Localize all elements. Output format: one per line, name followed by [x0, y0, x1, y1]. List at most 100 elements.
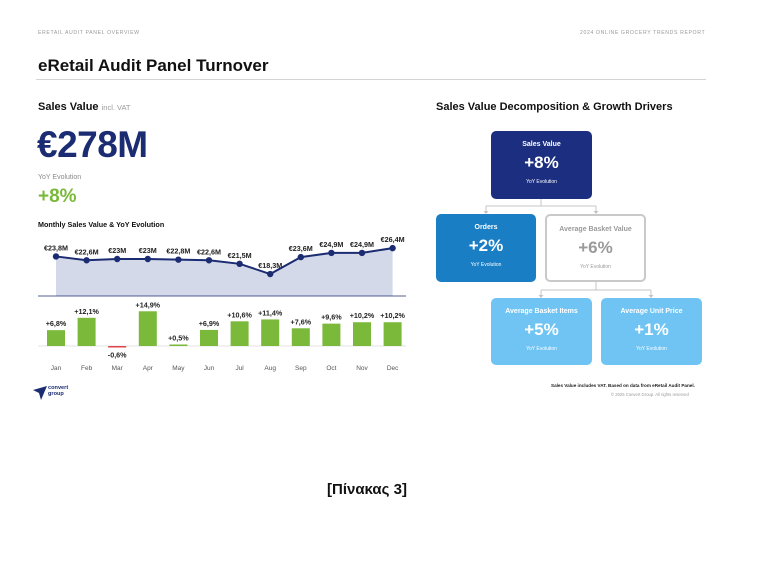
- orders-box-value: +2%: [468, 236, 504, 255]
- yoy-bar-aug: [261, 319, 280, 346]
- yoy-label-oct: +9,6%: [321, 313, 342, 322]
- basket-box-sub: YoY Evolution: [580, 264, 611, 270]
- header-right-text: 2024 ONLINE GROCERY TRENDS REPORT: [580, 30, 706, 36]
- yoy-label-dec: +10,2%: [380, 311, 405, 320]
- title-divider: [36, 79, 706, 80]
- unit-box-title: Average Unit Price: [620, 308, 683, 315]
- sales-label-feb: €22,6M: [75, 247, 99, 256]
- sales-point-sep: [297, 253, 304, 261]
- footnote: Sales Value includes VAT. Based on data …: [551, 383, 695, 388]
- convert-group-logo-icon: [33, 386, 47, 400]
- sales-point-oct: [328, 249, 335, 257]
- average-basket-items-box: Average Basket Items +5% YoY Evolution: [491, 298, 592, 365]
- decomposition-title: Sales Value Decomposition & Growth Drive…: [436, 101, 673, 113]
- sales-label-oct: €24,9M: [319, 240, 343, 249]
- yoy-label: YoY Evolution: [38, 174, 82, 181]
- yoy-bar-jul: [230, 321, 249, 346]
- items-box-sub: YoY Evolution: [526, 346, 557, 352]
- header-left-text: ERETAIL AUDIT PANEL OVERVIEW: [38, 30, 140, 36]
- sales-point-nov: [358, 249, 366, 257]
- convert-group-logo-text: convert group: [48, 385, 68, 397]
- yoy-label-jul: +10,6%: [227, 310, 252, 319]
- sales-point-may: [175, 256, 182, 263]
- yoy-label-aug: +11,4%: [258, 308, 283, 317]
- sales-point-aug: [267, 270, 274, 278]
- sales-label-may: €22,8M: [166, 247, 190, 256]
- x-tick-jul: Jul: [235, 365, 244, 372]
- yoy-bar-dec: [383, 322, 402, 346]
- sales-label-jan: €23,8M: [44, 243, 68, 252]
- orders-box-title: Orders: [474, 224, 498, 231]
- yoy-bar-jun: [200, 329, 218, 346]
- sales-value-label: Sales Value incl. VAT: [38, 101, 131, 113]
- sales-series-line: [55, 247, 393, 276]
- yoy-bar-apr: [138, 311, 157, 346]
- chart-title: Monthly Sales Value & YoY Evolution: [38, 220, 165, 229]
- sales-label-apr: €23M: [139, 246, 157, 255]
- sales-value-title: Sales Value: [38, 101, 99, 113]
- sales-label-nov: €24,9M: [350, 240, 374, 249]
- sales-point-feb: [83, 257, 90, 264]
- items-box-value: +5%: [524, 320, 559, 339]
- x-tick-apr: Apr: [143, 365, 154, 372]
- orders-box-sub: YoY Evolution: [470, 262, 502, 268]
- yoy-label-sep: +7,6%: [291, 317, 312, 326]
- average-unit-price-box: Average Unit Price +1% YoY Evolution: [601, 298, 702, 365]
- yoy-bar-oct: [322, 323, 341, 346]
- sales-box-title: Sales Value: [522, 141, 561, 148]
- sales-value-amount: €278M: [37, 124, 148, 165]
- sales-point-dec: [389, 244, 396, 252]
- basket-box-value: +6%: [578, 238, 613, 257]
- yoy-value: +8%: [38, 186, 77, 207]
- basket-box-title: Average Basket Value: [559, 226, 632, 233]
- yoy-label-may: +0,5%: [168, 334, 189, 343]
- table-caption: [Πίνακας 3]: [327, 481, 407, 498]
- logo-line-1: convert: [48, 385, 69, 391]
- sales-label-sep: €23,6M: [289, 244, 313, 253]
- yoy-bar-may: [169, 344, 188, 346]
- x-tick-jun: Jun: [204, 365, 215, 372]
- sales-point-mar: [114, 255, 121, 263]
- yoy-bar-sep: [291, 328, 310, 346]
- x-tick-aug: Aug: [264, 365, 276, 372]
- copyright: © 2025 Convert Group. All rights reserve…: [611, 392, 689, 397]
- sales-box-value: +8%: [524, 153, 559, 172]
- unit-box-sub: YoY Evolution: [636, 346, 667, 352]
- yoy-label-apr: +14,9%: [136, 300, 161, 309]
- sales-label-dec: €26,4M: [381, 235, 405, 244]
- yoy-label-mar: -0,6%: [108, 351, 127, 360]
- sales-point-jul: [236, 260, 243, 267]
- unit-box-value: +1%: [634, 320, 669, 339]
- yoy-bar-nov: [353, 322, 371, 346]
- sales-label-jul: €21,5M: [228, 251, 252, 260]
- sales-value-box: Sales Value +8% YoY Evolution: [491, 131, 592, 199]
- items-box-title: Average Basket Items: [505, 308, 578, 315]
- sales-label-aug: €18,3M: [258, 261, 282, 270]
- yoy-label-feb: +12,1%: [74, 307, 99, 316]
- x-tick-may: May: [172, 365, 185, 372]
- orders-box: Orders +2% YoY Evolution: [436, 214, 536, 282]
- x-tick-oct: Oct: [326, 365, 336, 372]
- x-tick-mar: Mar: [112, 365, 124, 372]
- logo-line-2: group: [48, 391, 64, 397]
- x-tick-sep: Sep: [295, 365, 307, 372]
- sales-box-sub: YoY Evolution: [526, 179, 557, 185]
- x-tick-dec: Dec: [387, 365, 399, 372]
- yoy-label-nov: +10,2%: [350, 311, 375, 320]
- yoy-bar-feb: [77, 317, 96, 346]
- yoy-bar-jan: [47, 330, 65, 346]
- sales-point-apr: [144, 255, 151, 263]
- x-tick-feb: Feb: [81, 365, 93, 372]
- yoy-label-jun: +6,9%: [199, 319, 220, 328]
- sales-label-jun: €22,6M: [197, 247, 221, 256]
- sales-area-fill: [56, 248, 393, 296]
- sales-label-mar: €23M: [108, 246, 126, 255]
- x-tick-nov: Nov: [356, 365, 368, 372]
- sales-value-sublabel: incl. VAT: [101, 103, 131, 112]
- page-title: eRetail Audit Panel Turnover: [38, 56, 269, 75]
- sales-point-jan: [52, 253, 60, 260]
- yoy-label-jan: +6,8%: [46, 319, 67, 328]
- average-basket-value-box: Average Basket Value +6% YoY Evolution: [545, 214, 646, 282]
- sales-point-jun: [205, 257, 213, 264]
